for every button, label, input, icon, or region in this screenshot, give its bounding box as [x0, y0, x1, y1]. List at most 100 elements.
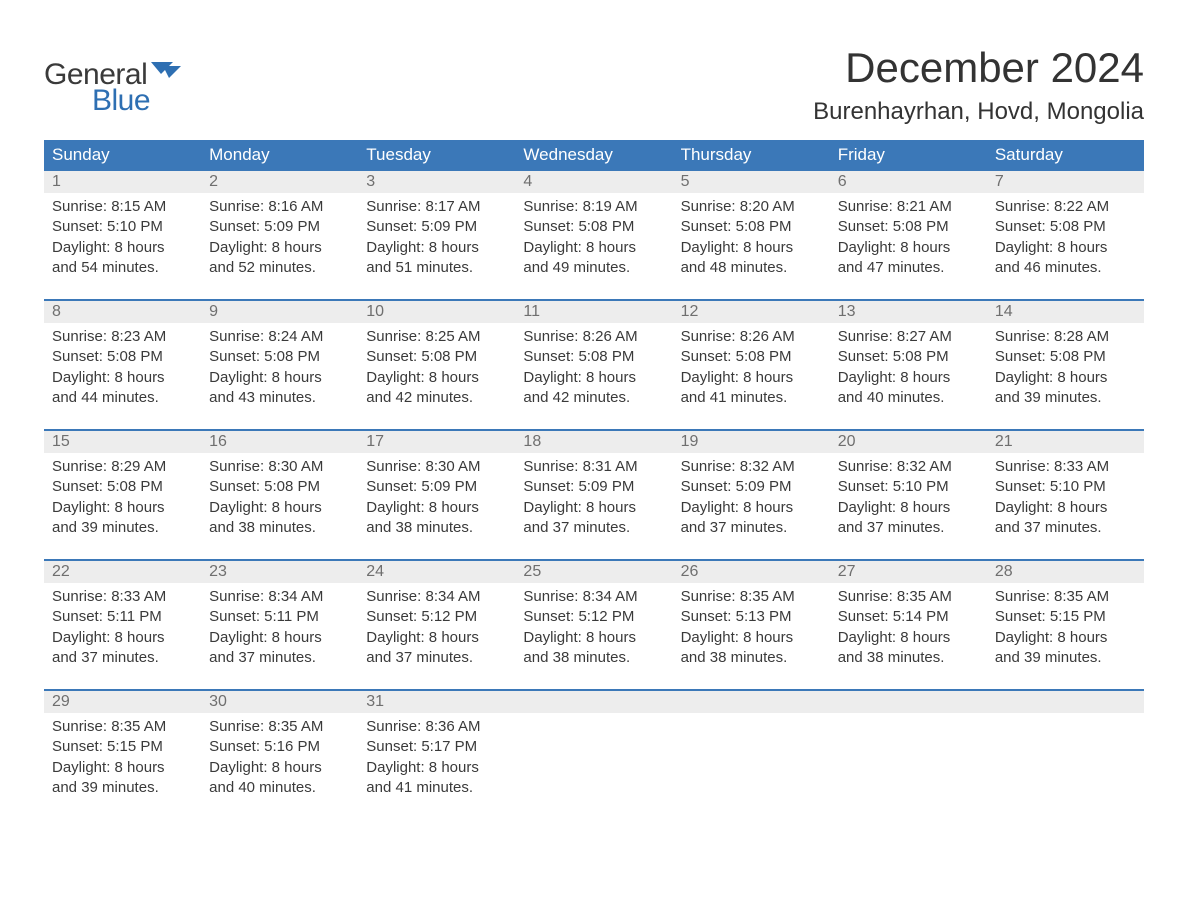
dow-sunday: Sunday — [44, 140, 201, 171]
daylight-text-2: and 38 minutes. — [681, 648, 822, 668]
day-number: 31 — [358, 691, 515, 713]
day-number: 28 — [987, 561, 1144, 583]
day-number — [987, 691, 1144, 713]
day-number: 20 — [830, 431, 987, 453]
day-cell: Sunrise: 8:22 AM Sunset: 5:08 PM Dayligh… — [987, 193, 1144, 281]
daylight-text-1: Daylight: 8 hours — [366, 498, 507, 518]
sunrise-text: Sunrise: 8:17 AM — [366, 197, 507, 217]
sunset-text: Sunset: 5:12 PM — [523, 607, 664, 627]
day-number: 4 — [515, 171, 672, 193]
sunset-text: Sunset: 5:10 PM — [995, 477, 1136, 497]
day-cell: Sunrise: 8:24 AM Sunset: 5:08 PM Dayligh… — [201, 323, 358, 411]
daylight-text-2: and 42 minutes. — [523, 388, 664, 408]
sunrise-text: Sunrise: 8:31 AM — [523, 457, 664, 477]
sunset-text: Sunset: 5:15 PM — [52, 737, 193, 757]
sunset-text: Sunset: 5:08 PM — [995, 217, 1136, 237]
day-number-row: 15 16 17 18 19 20 21 — [44, 429, 1144, 453]
week-row: 29 30 31 Sunrise: 8:35 AM Sunset: 5:15 P… — [44, 689, 1144, 801]
sunrise-text: Sunrise: 8:34 AM — [209, 587, 350, 607]
day-number: 29 — [44, 691, 201, 713]
sunset-text: Sunset: 5:09 PM — [366, 217, 507, 237]
daylight-text-2: and 54 minutes. — [52, 258, 193, 278]
day-details-row: Sunrise: 8:23 AM Sunset: 5:08 PM Dayligh… — [44, 323, 1144, 411]
day-cell: Sunrise: 8:16 AM Sunset: 5:09 PM Dayligh… — [201, 193, 358, 281]
sunset-text: Sunset: 5:11 PM — [209, 607, 350, 627]
day-number: 16 — [201, 431, 358, 453]
sunrise-text: Sunrise: 8:15 AM — [52, 197, 193, 217]
sunrise-text: Sunrise: 8:21 AM — [838, 197, 979, 217]
day-number: 27 — [830, 561, 987, 583]
daylight-text-2: and 42 minutes. — [366, 388, 507, 408]
sunset-text: Sunset: 5:17 PM — [366, 737, 507, 757]
daylight-text-1: Daylight: 8 hours — [681, 628, 822, 648]
day-cell: Sunrise: 8:29 AM Sunset: 5:08 PM Dayligh… — [44, 453, 201, 541]
sunrise-text: Sunrise: 8:35 AM — [838, 587, 979, 607]
sunset-text: Sunset: 5:11 PM — [52, 607, 193, 627]
daylight-text-2: and 47 minutes. — [838, 258, 979, 278]
daylight-text-1: Daylight: 8 hours — [209, 368, 350, 388]
sunset-text: Sunset: 5:08 PM — [52, 477, 193, 497]
daylight-text-2: and 37 minutes. — [838, 518, 979, 538]
title-block: December 2024 Burenhayrhan, Hovd, Mongol… — [813, 44, 1144, 126]
day-cell: Sunrise: 8:33 AM Sunset: 5:10 PM Dayligh… — [987, 453, 1144, 541]
day-cell: Sunrise: 8:17 AM Sunset: 5:09 PM Dayligh… — [358, 193, 515, 281]
day-number: 3 — [358, 171, 515, 193]
location-title: Burenhayrhan, Hovd, Mongolia — [813, 98, 1144, 126]
daylight-text-2: and 43 minutes. — [209, 388, 350, 408]
sunrise-text: Sunrise: 8:35 AM — [681, 587, 822, 607]
day-number-row: 8 9 10 11 12 13 14 — [44, 299, 1144, 323]
sunset-text: Sunset: 5:14 PM — [838, 607, 979, 627]
daylight-text-2: and 37 minutes. — [995, 518, 1136, 538]
day-cell: Sunrise: 8:26 AM Sunset: 5:08 PM Dayligh… — [673, 323, 830, 411]
page-header: General Blue December 2024 Burenhayrhan,… — [44, 44, 1144, 126]
day-cell: Sunrise: 8:19 AM Sunset: 5:08 PM Dayligh… — [515, 193, 672, 281]
dow-monday: Monday — [201, 140, 358, 171]
day-number: 12 — [673, 301, 830, 323]
daylight-text-2: and 37 minutes. — [209, 648, 350, 668]
dow-saturday: Saturday — [987, 140, 1144, 171]
day-number: 15 — [44, 431, 201, 453]
sunset-text: Sunset: 5:16 PM — [209, 737, 350, 757]
day-number: 23 — [201, 561, 358, 583]
daylight-text-1: Daylight: 8 hours — [366, 238, 507, 258]
brand-word-blue: Blue — [92, 84, 150, 118]
daylight-text-2: and 51 minutes. — [366, 258, 507, 278]
sunset-text: Sunset: 5:10 PM — [52, 217, 193, 237]
sunset-text: Sunset: 5:09 PM — [209, 217, 350, 237]
day-cell: Sunrise: 8:35 AM Sunset: 5:13 PM Dayligh… — [673, 583, 830, 671]
day-number: 2 — [201, 171, 358, 193]
day-cell: Sunrise: 8:32 AM Sunset: 5:10 PM Dayligh… — [830, 453, 987, 541]
day-number — [830, 691, 987, 713]
day-number: 9 — [201, 301, 358, 323]
day-cell: Sunrise: 8:15 AM Sunset: 5:10 PM Dayligh… — [44, 193, 201, 281]
sunset-text: Sunset: 5:08 PM — [838, 347, 979, 367]
day-cell: Sunrise: 8:30 AM Sunset: 5:08 PM Dayligh… — [201, 453, 358, 541]
day-number-row: 29 30 31 — [44, 689, 1144, 713]
sunrise-text: Sunrise: 8:35 AM — [52, 717, 193, 737]
day-details-row: Sunrise: 8:15 AM Sunset: 5:10 PM Dayligh… — [44, 193, 1144, 281]
day-cell: Sunrise: 8:21 AM Sunset: 5:08 PM Dayligh… — [830, 193, 987, 281]
daylight-text-2: and 37 minutes. — [681, 518, 822, 538]
daylight-text-2: and 38 minutes. — [838, 648, 979, 668]
daylight-text-1: Daylight: 8 hours — [523, 628, 664, 648]
sunset-text: Sunset: 5:08 PM — [838, 217, 979, 237]
day-number: 18 — [515, 431, 672, 453]
daylight-text-2: and 38 minutes. — [209, 518, 350, 538]
sunset-text: Sunset: 5:08 PM — [523, 347, 664, 367]
days-of-week-header: Sunday Monday Tuesday Wednesday Thursday… — [44, 140, 1144, 171]
daylight-text-2: and 41 minutes. — [366, 778, 507, 798]
sunrise-text: Sunrise: 8:35 AM — [995, 587, 1136, 607]
day-number: 21 — [987, 431, 1144, 453]
daylight-text-1: Daylight: 8 hours — [523, 498, 664, 518]
day-cell — [987, 713, 1144, 801]
day-number: 11 — [515, 301, 672, 323]
day-number: 1 — [44, 171, 201, 193]
sunset-text: Sunset: 5:08 PM — [523, 217, 664, 237]
daylight-text-2: and 37 minutes. — [52, 648, 193, 668]
day-number: 19 — [673, 431, 830, 453]
daylight-text-2: and 40 minutes. — [838, 388, 979, 408]
day-cell: Sunrise: 8:35 AM Sunset: 5:15 PM Dayligh… — [987, 583, 1144, 671]
daylight-text-1: Daylight: 8 hours — [838, 238, 979, 258]
daylight-text-1: Daylight: 8 hours — [209, 758, 350, 778]
day-number-row: 22 23 24 25 26 27 28 — [44, 559, 1144, 583]
